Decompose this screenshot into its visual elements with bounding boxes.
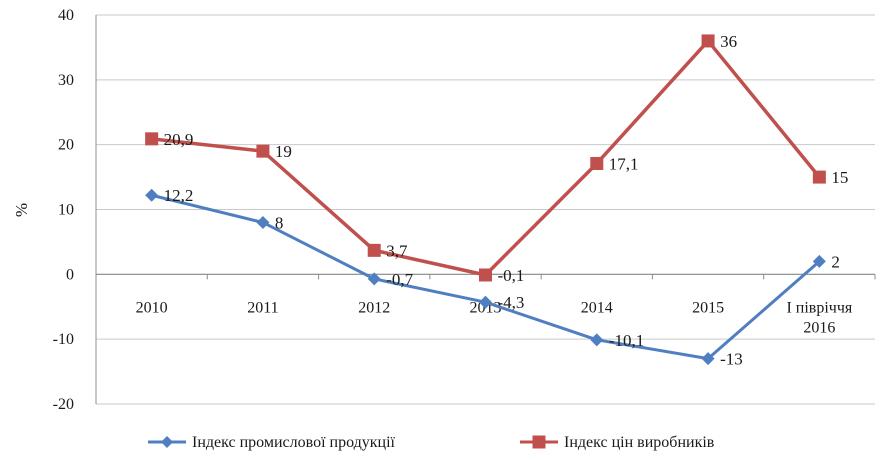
legend: Індекс промислової продукції Індекс цін в… — [148, 434, 715, 451]
producer-price-index-marker — [590, 156, 604, 170]
industrial-index-data-label: -13 — [720, 350, 743, 369]
industrial-index-data-label: -4,3 — [498, 293, 525, 312]
series-markers — [145, 34, 826, 366]
y-tick-label: -20 — [53, 396, 74, 413]
industrial-index-marker — [145, 188, 159, 202]
y-tick-label: 10 — [58, 202, 74, 219]
x-tick-label: 2015 — [692, 299, 724, 316]
industrial-index-marker — [812, 254, 826, 268]
legend-marker-producer-price-index — [532, 435, 546, 449]
data-labels: 12,2 8 -0,7 -4,3 -10,1 -13 2 20,9 19 3,7 -0,1 17,1 3… — [164, 32, 849, 369]
producer-price-index-marker — [479, 268, 492, 282]
x-tick-label: 2014 — [581, 299, 613, 316]
x-tick-label: 2011 — [247, 299, 278, 316]
producer-price-index-marker — [367, 243, 381, 257]
y-tick-label: 20 — [58, 137, 74, 154]
producer-price-index-data-label: -0,1 — [498, 266, 525, 285]
y-tick-label: 0 — [66, 266, 74, 283]
x-tick-label: 2010 — [136, 299, 168, 316]
industrial-index-data-label: 2 — [831, 252, 840, 271]
producer-price-index-data-label: 19 — [275, 142, 292, 161]
industrial-index-marker — [256, 215, 270, 229]
producer-price-index-data-label: 36 — [720, 32, 737, 51]
industrial-index-marker — [479, 295, 492, 309]
industrial-index-marker — [701, 352, 715, 366]
producer-price-index-marker — [701, 34, 715, 48]
legend-label-producer-price-index: Індекс цін виробників — [564, 434, 715, 451]
x-tick-label: 2012 — [358, 299, 390, 316]
y-tick-label: 30 — [58, 72, 74, 89]
producer-price-index-data-label: 15 — [831, 168, 848, 187]
y-tick-label: -10 — [53, 331, 74, 348]
producer-price-index-data-label: 17,1 — [609, 154, 639, 173]
producer-price-index-marker — [256, 144, 270, 158]
industrial-index-marker — [367, 272, 381, 286]
y-tick-labels: -20 -10 0 10 20 30 40 — [53, 7, 74, 413]
legend-label-industrial-index: Індекс промислової продукції — [192, 434, 396, 451]
producer-price-index-marker — [812, 170, 826, 184]
x-tick-label: І півріччя 2016 — [786, 299, 852, 336]
y-tick-label: 40 — [58, 7, 74, 24]
producer-price-index-data-label: 20,9 — [164, 130, 194, 149]
industrial-index-data-label: 12,2 — [164, 186, 194, 205]
producer-price-index-data-label: 3,7 — [386, 241, 408, 260]
legend-marker-industrial-index — [161, 436, 173, 448]
producer-price-index-marker — [145, 132, 159, 146]
industrial-index-data-label: 8 — [275, 213, 284, 232]
industrial-index-marker — [590, 333, 604, 347]
industrial-index-data-label: -10,1 — [609, 331, 644, 350]
y-axis-label: % — [12, 203, 31, 217]
industrial-index-data-label: -0,7 — [386, 270, 413, 289]
producer-price-index-line — [149, 39, 822, 277]
